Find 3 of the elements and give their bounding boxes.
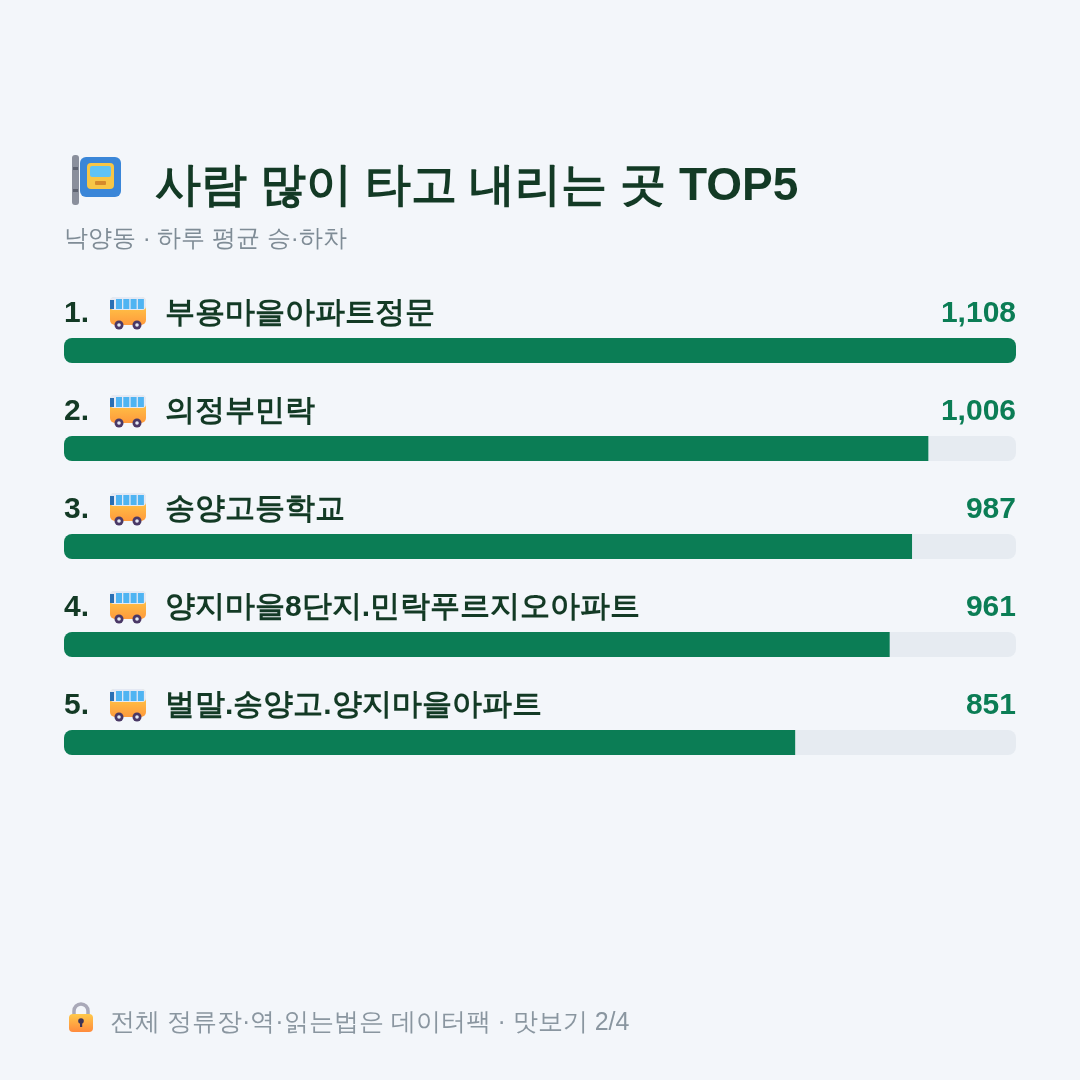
chart-subtitle: 낙양동 · 하루 평균 승·하차 xyxy=(64,224,347,251)
text: 전체 정류장·역·읽는법은 데이터팩 · 맛보기 2/4 xyxy=(110,1007,630,1035)
chart-title: 사람 많이 타고 내리는 곳 TOP5 xyxy=(155,158,799,210)
